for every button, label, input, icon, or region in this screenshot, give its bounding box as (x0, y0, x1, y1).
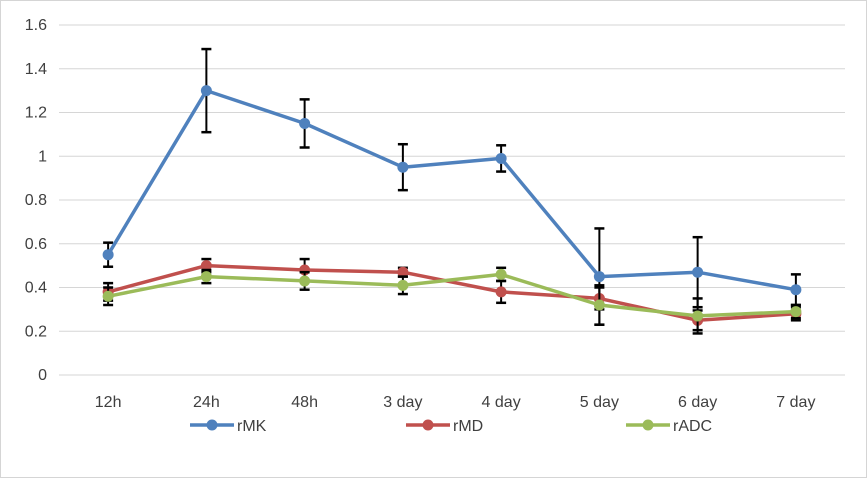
line-marker-icon (190, 418, 234, 436)
data-point-marker (397, 266, 409, 278)
legend-marker (642, 419, 654, 431)
x-tick-label: 48h (291, 394, 318, 411)
x-tick-label: 4 day (482, 394, 521, 411)
data-point-marker (495, 286, 507, 298)
data-point-marker (593, 299, 605, 311)
data-point-marker (200, 271, 212, 283)
y-tick-label: 1.2 (25, 105, 47, 122)
y-tick-label: 0.4 (25, 280, 47, 297)
series-line-radc (106, 272, 798, 318)
data-point-marker (299, 117, 311, 129)
legend-item-radc: rADC (626, 417, 712, 437)
data-point-marker (200, 260, 212, 272)
legend-label: rMD (453, 418, 484, 435)
data-point-marker (692, 310, 704, 322)
legend-label: rADC (673, 418, 713, 435)
x-tick-label: 3 day (383, 394, 422, 411)
line-marker-icon (626, 419, 670, 431)
data-point-marker (495, 268, 507, 280)
series-line-rmk (106, 88, 798, 292)
data-point-marker (102, 290, 114, 302)
x-tick-label: 7 day (776, 394, 815, 411)
y-tick-label: 0.2 (25, 323, 47, 340)
line-marker-icon (406, 419, 450, 431)
data-point-marker (495, 152, 507, 164)
legend-item-rmk: rMK (190, 417, 266, 437)
legend-marker (422, 419, 434, 431)
data-point-marker (200, 85, 212, 97)
x-tick-label: 12h (95, 394, 122, 411)
line-marker-icon (190, 419, 234, 431)
y-tick-label: 0.6 (25, 236, 47, 253)
y-tick-label: 1 (38, 148, 47, 165)
line-marker-icon (406, 418, 450, 436)
y-tick-label: 0.8 (25, 192, 47, 209)
data-point-marker (102, 249, 114, 261)
legend-label: rMK (237, 418, 267, 435)
data-point-marker (397, 161, 409, 173)
y-tick-label: 1.4 (25, 61, 47, 78)
data-point-marker (397, 279, 409, 291)
line-marker-icon (626, 418, 670, 436)
data-point-marker (790, 306, 802, 318)
legend-item-rmd: rMD (406, 417, 483, 437)
data-point-marker (593, 271, 605, 283)
legend-marker (206, 419, 218, 431)
data-point-marker (790, 284, 802, 296)
x-tick-label: 6 day (678, 394, 717, 411)
y-tick-label: 1.6 (25, 17, 47, 34)
y-tick-label: 0 (38, 367, 47, 384)
data-point-marker (692, 266, 704, 278)
series-line-rmd (106, 263, 798, 323)
data-point-marker (299, 275, 311, 287)
chart-legend: rMK rMD rADC (1, 417, 866, 439)
x-tick-label: 24h (193, 394, 220, 411)
x-tick-label: 5 day (580, 394, 619, 411)
